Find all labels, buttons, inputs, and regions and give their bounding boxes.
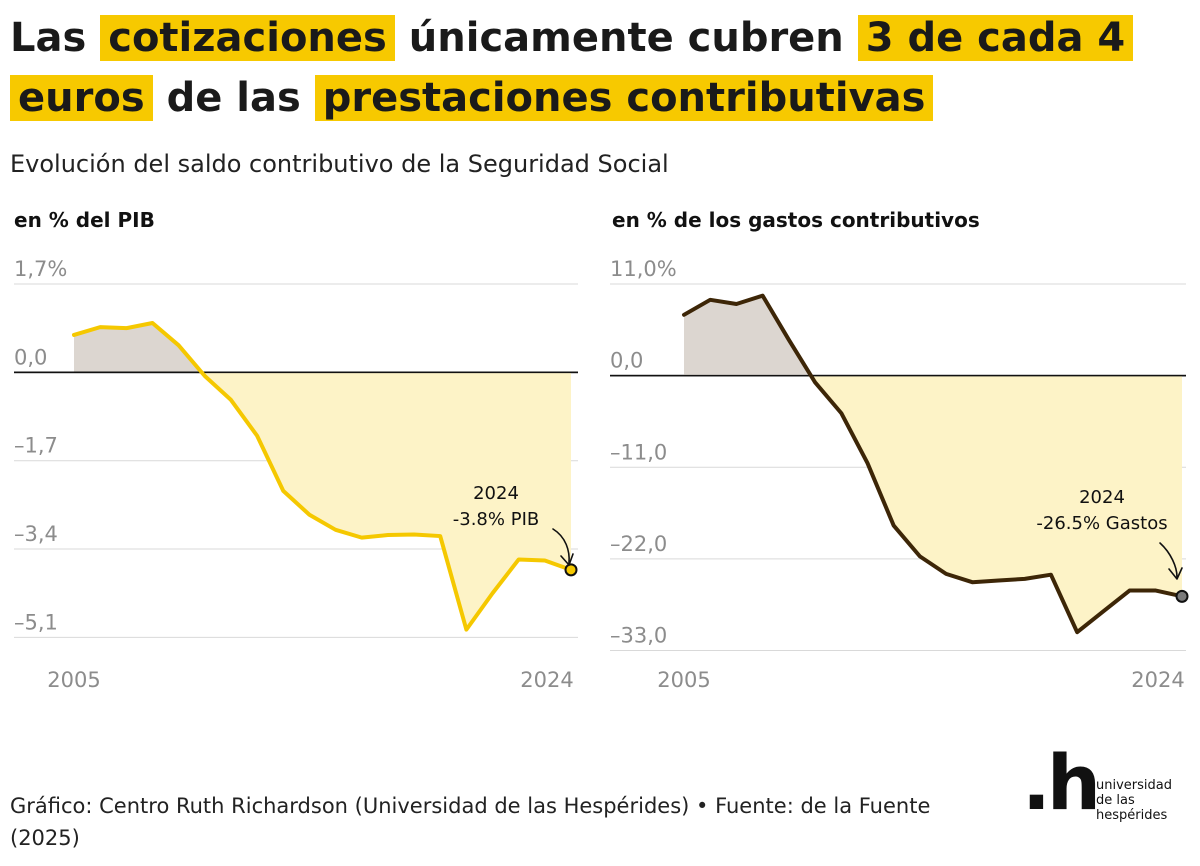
x-tick-label: 2024: [1131, 668, 1184, 692]
chart-pib: 1,7% 0,0 –1,7 –3,4 –5,1 2005 2024 2024 -3.8% PIB: [14, 257, 578, 692]
end-point-marker: [564, 563, 578, 577]
annotation-year: 2024: [1079, 487, 1125, 508]
title-highlight-1: cotizaciones: [100, 15, 395, 61]
y-tick-label: –22,0: [610, 532, 667, 556]
chart-subtitle: Evolución del saldo contributivo de la S…: [10, 150, 669, 178]
annotation-value: -3.8% PIB: [453, 509, 539, 530]
title-part-3: de las: [166, 75, 301, 121]
university-logo: .h universidad de las hespérides: [1022, 738, 1192, 828]
x-tick-label: 2005: [47, 668, 100, 692]
annotation-arrow: [552, 528, 574, 566]
source-footer: Gráfico: Centro Ruth Richardson (Univers…: [10, 794, 931, 850]
y-tick-label: 0,0: [610, 349, 643, 373]
title-part-2: únicamente cubren: [408, 15, 844, 61]
area-negative: [810, 375, 1182, 633]
end-point-marker: [1175, 589, 1189, 603]
logo-line: hespérides: [1096, 808, 1168, 823]
title-highlight-3: prestaciones contributivas: [314, 75, 934, 121]
y-tick-label: –3,4: [14, 522, 58, 546]
logo-line: de las: [1096, 793, 1135, 808]
chart-gastos: 11,0% 0,0 –11,0 –22,0 –33,0 2005 2024 2024 -26.5…: [610, 257, 1189, 692]
logo-text: universidad de las hespérides: [1096, 778, 1172, 823]
y-tick-label: –1,7: [14, 434, 58, 458]
x-tick-label: 2005: [657, 668, 710, 692]
panel-label-pib: en % del PIB: [14, 208, 155, 232]
panel-label-gastos: en % de los gastos contributivos: [612, 208, 980, 232]
annotation-arrow: [1159, 542, 1183, 580]
area-positive: [74, 322, 571, 373]
logo-line: universidad: [1096, 778, 1172, 793]
x-tick-label: 2024: [520, 668, 573, 692]
chart-title: Las cotizaciones únicamente cubren 3 de …: [10, 8, 1190, 128]
y-tick-label: 1,7%: [14, 257, 67, 281]
series-line: [72, 320, 573, 632]
annotation-year: 2024: [473, 483, 519, 504]
series-line: [682, 293, 1184, 635]
area-negative: [201, 372, 571, 630]
annotation-value: -26.5% Gastos: [1036, 513, 1167, 534]
y-tick-label: –11,0: [610, 440, 667, 464]
y-tick-label: 11,0%: [610, 257, 677, 281]
title-part-1: Las: [10, 15, 87, 61]
y-tick-label: –33,0: [610, 624, 667, 648]
y-tick-label: –5,1: [14, 610, 58, 634]
logo-mark: .h: [1022, 738, 1101, 827]
y-tick-label: 0,0: [14, 345, 47, 369]
